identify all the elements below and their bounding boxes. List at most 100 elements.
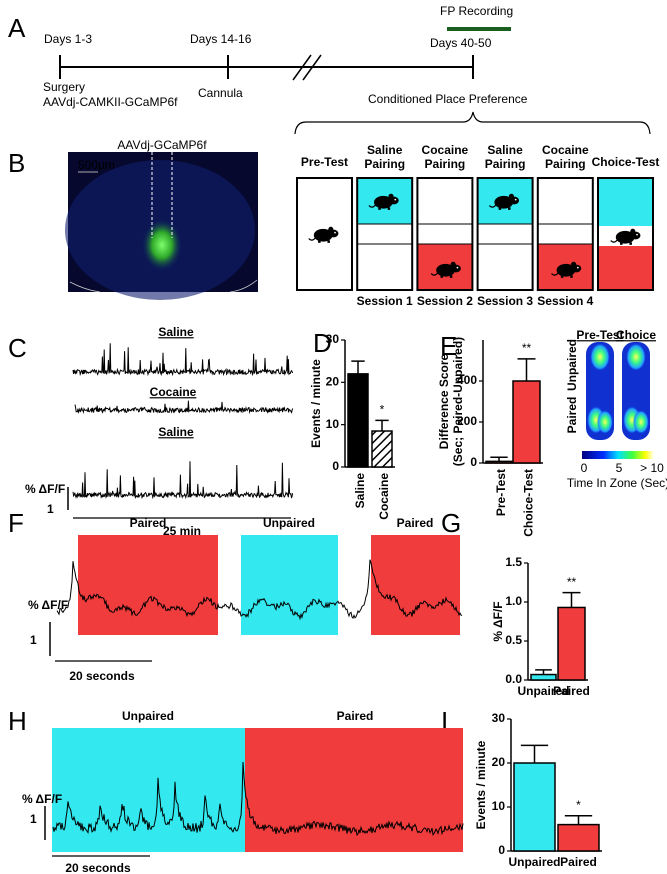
cpp-box — [296, 177, 353, 291]
label: % ΔF/F — [22, 792, 62, 806]
y-tick-label: 1.5 — [505, 555, 522, 569]
box-label: Saline — [367, 143, 403, 157]
cpp-box — [476, 177, 534, 291]
y-tick-label: 0 — [470, 455, 477, 469]
cpp-box — [416, 177, 474, 291]
label: Days 1-3 — [44, 32, 92, 46]
mouse-icon — [308, 226, 340, 244]
label: Unpaired — [565, 339, 579, 391]
cpp-box — [536, 177, 594, 291]
session-label: Session 2 — [417, 294, 473, 308]
box-label: Pairing — [485, 157, 526, 171]
label: Cannula — [198, 86, 243, 100]
box-label: Choice-Test — [592, 155, 660, 169]
error-bar — [520, 744, 549, 763]
bar — [513, 762, 556, 852]
trace — [72, 461, 294, 500]
box-label: Pre-Test — [301, 155, 348, 169]
error-bar — [517, 358, 536, 381]
significance: * — [576, 798, 581, 812]
y-tick-label: 0 — [498, 843, 505, 857]
brace — [294, 111, 651, 135]
panel-letter: B — [8, 148, 25, 178]
label: 20 seconds — [65, 861, 131, 874]
zone-paired — [78, 535, 218, 635]
x-tick-label: Paired — [553, 684, 590, 698]
zone-label: Unpaired — [122, 709, 174, 723]
box-label: Pairing — [545, 157, 586, 171]
y-axis-label: Events / minute — [474, 740, 488, 829]
trace — [56, 559, 463, 621]
y-axis-label: Events / minute — [309, 359, 323, 448]
y-axis-label: (Sec; Paired-Unpaired) — [451, 337, 465, 466]
session-label: Session 4 — [537, 294, 593, 308]
panel-letter: I — [441, 706, 448, 736]
label: 20 seconds — [69, 669, 135, 683]
zone-unpaired — [241, 535, 338, 635]
x-tick-label: Unpaired — [508, 855, 560, 869]
bar — [485, 460, 513, 464]
heat-spot — [597, 410, 613, 434]
bar — [530, 673, 557, 681]
y-tick-label: 0 — [332, 459, 339, 473]
x-tick-label: Choice-Test — [522, 469, 536, 537]
panel-letter: F — [8, 508, 24, 538]
outline — [69, 279, 258, 293]
y-axis-label: Difference Score — [437, 353, 451, 449]
zone-paired — [245, 728, 463, 852]
panel-letter: H — [8, 706, 27, 736]
colorbar-tick: 0 — [581, 461, 588, 475]
tract — [151, 152, 173, 238]
trace — [72, 343, 294, 377]
label: Cocaine — [150, 385, 197, 399]
zone-label: Paired — [337, 709, 374, 723]
y-tick-label: 0.0 — [505, 672, 522, 686]
zone-label: Paired — [397, 516, 434, 530]
y-axis-label: % ΔF/F — [491, 601, 505, 641]
session-label: Session 1 — [357, 294, 413, 308]
cpp-box — [597, 177, 654, 291]
error-bar — [535, 669, 552, 675]
x-tick-label: Pre-Test — [494, 469, 508, 516]
label: Saline — [158, 425, 194, 439]
panel-letter: E — [440, 331, 457, 361]
label: Saline — [158, 325, 194, 339]
bar — [557, 606, 586, 681]
label: FP Recording — [440, 4, 513, 18]
label: % ΔF/F — [25, 482, 65, 496]
zone-unpaired — [52, 728, 245, 852]
significance: * — [380, 403, 385, 417]
chamber-saline — [598, 178, 653, 226]
y-tick-label: 30 — [326, 332, 340, 346]
y-tick-label: 10 — [326, 417, 340, 431]
error-bar — [564, 815, 593, 825]
significance: ** — [567, 575, 577, 589]
error-bar — [490, 456, 508, 462]
x-tick-label: Paired — [560, 855, 597, 869]
error-bar — [375, 419, 389, 432]
label: Time In Zone (Sec) — [567, 476, 667, 490]
significance: ** — [522, 341, 532, 355]
panel-letter: D — [313, 328, 332, 358]
label: Paired — [565, 397, 579, 434]
label: 1 — [47, 502, 54, 516]
heat-spot — [590, 343, 610, 371]
y-tick-label: 400 — [457, 373, 477, 387]
label: 1 — [30, 812, 37, 826]
panel-letter: A — [8, 13, 26, 43]
trace — [52, 761, 464, 837]
colorbar-tick: > 10 — [640, 461, 664, 475]
box-label: Cocaine — [422, 143, 469, 157]
label: % ΔF/F — [28, 598, 68, 612]
box-label: Saline — [487, 143, 523, 157]
zone-label: Paired — [130, 516, 167, 530]
y-tick-label: 1.0 — [505, 594, 522, 608]
label: 1 — [30, 633, 37, 647]
label: Choice — [616, 328, 656, 342]
bar — [512, 380, 541, 464]
label: Conditioned Place Preference — [368, 92, 528, 106]
chamber-cocaine — [598, 246, 653, 290]
heat-spot — [626, 343, 646, 371]
gfp-signal — [142, 219, 182, 271]
box-label: Cocaine — [542, 143, 589, 157]
